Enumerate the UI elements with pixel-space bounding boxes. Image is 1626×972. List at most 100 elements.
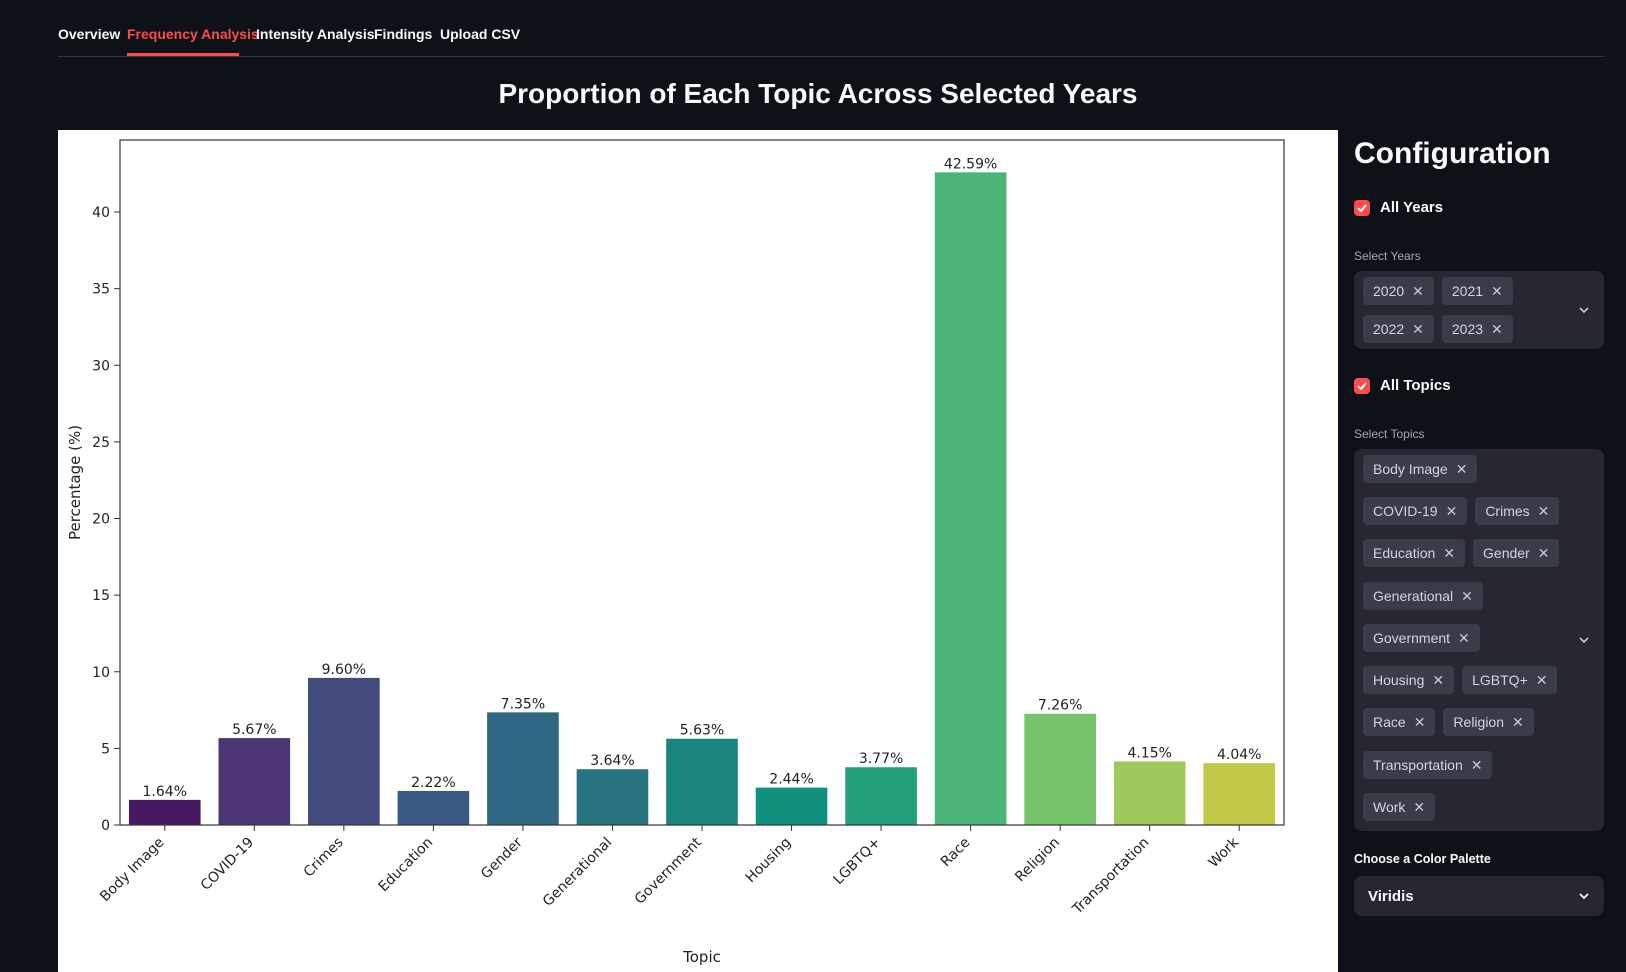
x-axis-label: Topic bbox=[682, 948, 721, 966]
tab-upload-csv[interactable]: Upload CSV bbox=[440, 26, 521, 42]
select-years-label: Select Years bbox=[1354, 249, 1421, 263]
remove-icon[interactable]: ✕ bbox=[1458, 629, 1470, 646]
remove-icon[interactable]: ✕ bbox=[1461, 587, 1473, 604]
chart-bar bbox=[1024, 713, 1096, 825]
chart-bar bbox=[218, 738, 291, 825]
topic-chip[interactable]: Religion ✕ bbox=[1443, 708, 1534, 737]
remove-icon[interactable]: ✕ bbox=[1491, 283, 1503, 299]
year-chip[interactable]: 2021 ✕ bbox=[1441, 277, 1513, 305]
topic-chip[interactable]: Generational ✕ bbox=[1363, 581, 1483, 610]
all-years-checkbox[interactable]: All Years bbox=[1354, 199, 1443, 216]
y-tick-label: 30 bbox=[92, 358, 110, 374]
year-chip[interactable]: 2020 ✕ bbox=[1363, 277, 1434, 305]
topic-chip[interactable]: LGBTQ+ ✕ bbox=[1462, 666, 1558, 695]
bar-chart: 1.64% 5.67% 9.60% 2.22% 7.35% 3.64% 5.63% 2.44%… bbox=[66, 139, 1285, 966]
chip-label: Education bbox=[1373, 545, 1436, 562]
chip-label: Religion bbox=[1453, 714, 1505, 731]
chip-label: Government bbox=[1373, 629, 1451, 646]
remove-icon[interactable]: ✕ bbox=[1412, 321, 1424, 337]
bar-data-label: 4.15% bbox=[1127, 745, 1171, 761]
all-topics-label: All Topics bbox=[1380, 377, 1451, 394]
chart-bar bbox=[487, 712, 559, 825]
remove-icon[interactable]: ✕ bbox=[1537, 545, 1550, 562]
tab-findings[interactable]: Findings bbox=[374, 26, 433, 42]
remove-icon[interactable]: ✕ bbox=[1412, 283, 1424, 299]
bar-data-label: 7.26% bbox=[1038, 698, 1082, 714]
topic-chip[interactable]: Work ✕ bbox=[1363, 792, 1436, 821]
topic-chip[interactable]: Education ✕ bbox=[1363, 539, 1466, 568]
chart-bar bbox=[397, 790, 470, 825]
chip-label: Work bbox=[1373, 798, 1406, 815]
chip-label: Generational bbox=[1373, 587, 1454, 604]
x-tick-label: Government bbox=[632, 834, 705, 907]
y-tick-label: 5 bbox=[101, 741, 110, 757]
bar-data-label: 3.64% bbox=[590, 753, 634, 769]
x-tick-label: Education bbox=[376, 835, 437, 896]
remove-icon[interactable]: ✕ bbox=[1455, 461, 1468, 477]
y-tick-label: 20 bbox=[92, 512, 110, 528]
palette-select[interactable]: Viridis bbox=[1354, 876, 1604, 916]
topic-chip[interactable]: Crimes ✕ bbox=[1475, 497, 1560, 526]
remove-icon[interactable]: ✕ bbox=[1413, 798, 1426, 815]
chip-label: 2021 bbox=[1451, 283, 1484, 299]
years-multiselect[interactable]: 2020 ✕ 2021 ✕ 2022 ✕ 2023 ✕ bbox=[1354, 271, 1604, 349]
chip-label: Transportation bbox=[1373, 756, 1463, 773]
chevron-down-icon[interactable] bbox=[1578, 634, 1590, 646]
bar-data-label: 9.60% bbox=[322, 662, 366, 678]
x-tick-label: COVID-19 bbox=[198, 835, 257, 894]
chart-bar bbox=[1113, 761, 1186, 825]
remove-icon[interactable]: ✕ bbox=[1470, 756, 1483, 773]
tab-bar: Overview Frequency Analysis Intensity An… bbox=[58, 0, 1604, 57]
remove-icon[interactable]: ✕ bbox=[1535, 672, 1548, 689]
remove-icon[interactable]: ✕ bbox=[1413, 714, 1426, 731]
tab-overview[interactable]: Overview bbox=[58, 26, 121, 42]
y-tick-label: 40 bbox=[92, 205, 110, 221]
y-tick-label: 35 bbox=[92, 282, 110, 298]
checkbox-checked-icon bbox=[1354, 377, 1370, 394]
tab-frequency-analysis[interactable]: Frequency Analysis bbox=[127, 26, 259, 42]
year-chip[interactable]: 2023 ✕ bbox=[1441, 315, 1513, 343]
tab-intensity-analysis[interactable]: Intensity Analysis bbox=[256, 26, 375, 42]
chevron-down-icon[interactable] bbox=[1578, 304, 1590, 316]
topic-chip[interactable]: Body Image ✕ bbox=[1363, 455, 1478, 483]
chip-label: Gender bbox=[1483, 545, 1530, 562]
all-topics-checkbox[interactable]: All Topics bbox=[1354, 377, 1451, 394]
topics-multiselect[interactable]: Body Image ✕ COVID-19 ✕ Crimes ✕ Education ✕… bbox=[1354, 449, 1604, 831]
topic-chip[interactable]: Transportation ✕ bbox=[1363, 750, 1493, 779]
page-title: Proportion of Each Topic Across Selected… bbox=[498, 78, 1138, 109]
topic-chip[interactable]: Housing ✕ bbox=[1363, 666, 1455, 695]
remove-icon[interactable]: ✕ bbox=[1432, 672, 1445, 689]
bar-data-label: 2.22% bbox=[411, 775, 455, 791]
active-tab-indicator bbox=[127, 53, 239, 56]
remove-icon[interactable]: ✕ bbox=[1537, 503, 1550, 520]
bar-data-label: 5.63% bbox=[680, 723, 724, 739]
remove-icon[interactable]: ✕ bbox=[1512, 714, 1524, 731]
chart-bar bbox=[934, 172, 1007, 825]
topic-chip[interactable]: COVID-19 ✕ bbox=[1363, 497, 1468, 526]
x-tick-label: Gender bbox=[478, 834, 526, 882]
bar-data-label: 2.44% bbox=[769, 772, 813, 788]
topic-chip[interactable]: Government ✕ bbox=[1363, 623, 1480, 652]
chip-label: 2023 bbox=[1451, 321, 1484, 337]
topic-chip[interactable]: Race ✕ bbox=[1363, 708, 1436, 737]
bar-data-label: 4.04% bbox=[1217, 747, 1261, 763]
x-tick-label: LGBTQ+ bbox=[830, 835, 883, 888]
chart-bar bbox=[1203, 763, 1276, 825]
palette-value: Viridis bbox=[1368, 887, 1414, 905]
remove-icon[interactable]: ✕ bbox=[1491, 321, 1503, 337]
y-tick-label: 15 bbox=[92, 588, 110, 604]
chip-label: Housing bbox=[1373, 672, 1425, 689]
year-chip[interactable]: 2022 ✕ bbox=[1363, 315, 1434, 343]
chip-label: COVID-19 bbox=[1373, 503, 1438, 520]
chip-label: Crimes bbox=[1485, 503, 1530, 520]
chip-label: Body Image bbox=[1373, 461, 1448, 477]
remove-icon[interactable]: ✕ bbox=[1443, 545, 1456, 562]
x-tick-label: Transportation bbox=[1069, 835, 1153, 919]
remove-icon[interactable]: ✕ bbox=[1445, 503, 1458, 520]
x-tick-label: Crimes bbox=[301, 835, 347, 881]
chart-bar bbox=[308, 677, 380, 825]
topic-chip[interactable]: Gender ✕ bbox=[1473, 539, 1560, 568]
checkbox-checked-icon bbox=[1354, 199, 1370, 216]
bar-data-label: 42.59% bbox=[944, 156, 997, 172]
y-tick-label: 0 bbox=[101, 818, 110, 834]
